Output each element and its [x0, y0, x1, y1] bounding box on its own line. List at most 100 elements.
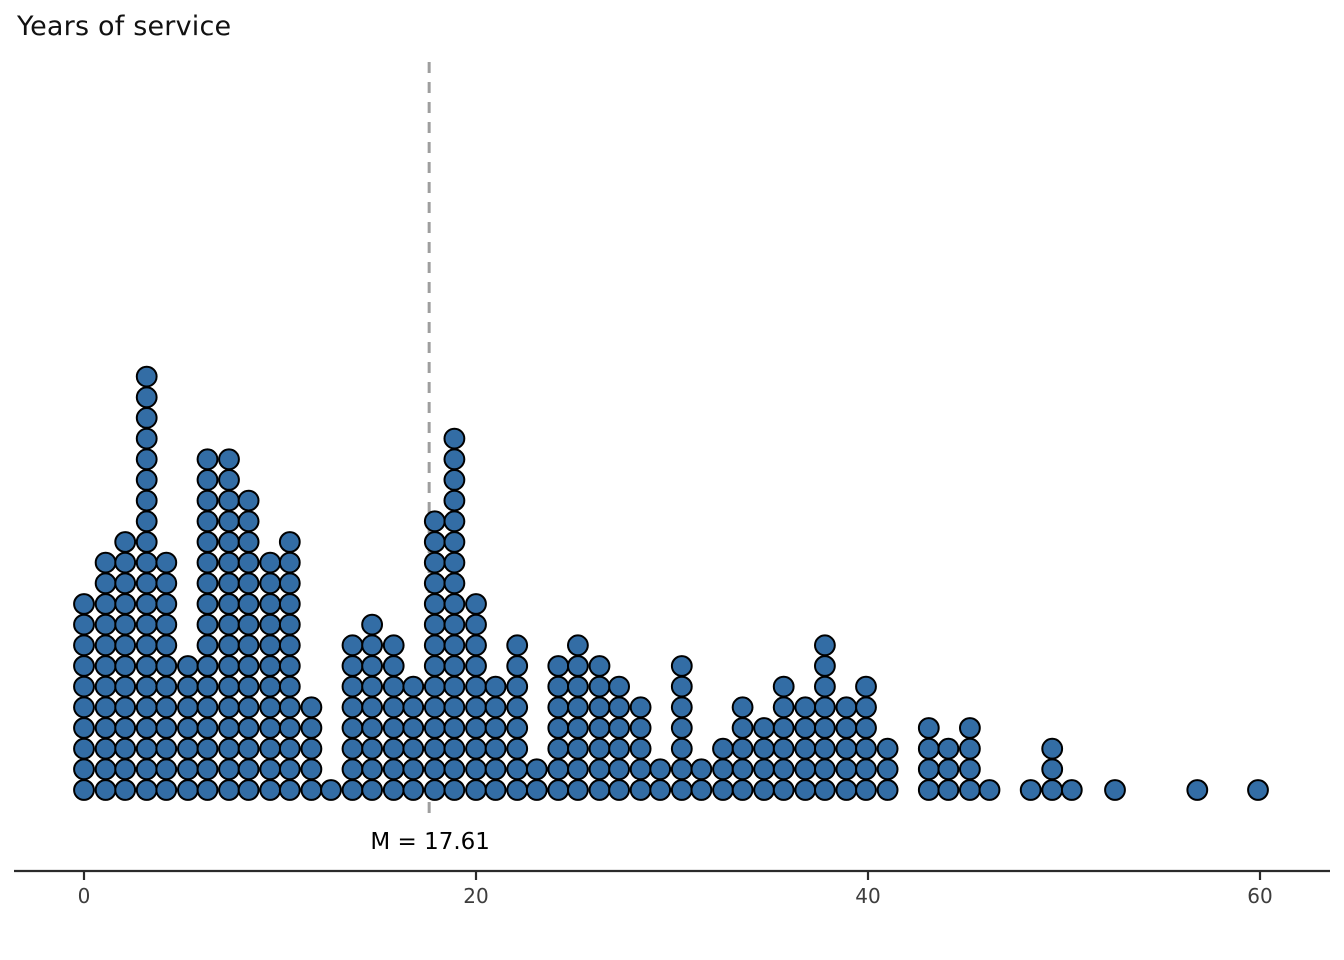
data-dot [588, 779, 611, 801]
data-dot [443, 572, 466, 595]
data-dot [300, 737, 323, 760]
data-dot [690, 779, 713, 801]
data-dot [94, 779, 117, 801]
data-dot [135, 531, 158, 553]
data-dot [959, 737, 981, 760]
data-dot [259, 696, 282, 719]
data-dot [341, 634, 364, 657]
data-dot [402, 696, 425, 719]
data-dot [525, 779, 548, 801]
data-dot [712, 758, 734, 781]
data-dot [731, 696, 754, 719]
data-dot [155, 551, 178, 574]
data-dot [155, 696, 178, 719]
data-dot [443, 510, 466, 533]
data-dot [196, 551, 219, 574]
data-dot [259, 758, 282, 781]
data-dot [237, 551, 260, 574]
data-dot [237, 613, 260, 636]
data-dot [794, 737, 817, 760]
data-dot [649, 758, 672, 781]
data-dot [567, 717, 589, 739]
data-dot [588, 737, 611, 760]
data-dot [567, 634, 589, 657]
data-dot [278, 717, 301, 739]
data-dot [135, 655, 158, 677]
data-dot [114, 717, 137, 739]
data-dot [443, 593, 466, 615]
data-dot [259, 779, 282, 801]
data-dot [465, 758, 487, 781]
data-dot [465, 634, 487, 657]
data-dot [547, 779, 570, 801]
data-dot [959, 779, 981, 801]
data-dot [402, 675, 425, 698]
data-dot [361, 655, 384, 677]
data-dot [196, 448, 219, 471]
data-dot [300, 779, 323, 801]
data-dot [423, 717, 446, 739]
data-dot [94, 675, 117, 698]
data-dot [465, 737, 487, 760]
data-dot [361, 779, 384, 801]
data-dot [341, 675, 364, 698]
data-dot [443, 613, 466, 636]
data-dot [135, 469, 158, 491]
data-dot [237, 696, 260, 719]
data-dot [937, 758, 960, 781]
data-dot [114, 758, 137, 781]
chart-title: Years of service [17, 11, 232, 42]
data-dot [567, 675, 589, 698]
data-dot [278, 551, 301, 574]
data-dot [114, 696, 137, 719]
data-dot [443, 448, 466, 471]
data-dot [814, 737, 836, 760]
data-dot [443, 531, 466, 553]
x-axis-tick-label: 40 [855, 884, 880, 908]
data-dot [237, 717, 260, 739]
data-dot [423, 593, 446, 615]
data-dot [155, 675, 178, 698]
data-dot [361, 696, 384, 719]
data-dot [423, 551, 446, 574]
data-dot [649, 779, 672, 801]
data-dot [876, 779, 899, 801]
data-dot [94, 593, 117, 615]
data-dot [196, 779, 219, 801]
data-dot [484, 675, 507, 698]
data-dot [402, 779, 425, 801]
data-dot [73, 717, 95, 739]
data-dot [218, 489, 240, 512]
data-dot [259, 613, 282, 636]
data-dot [753, 717, 775, 739]
data-dot [114, 675, 137, 698]
data-dot [423, 779, 446, 801]
data-dot [114, 634, 137, 657]
data-dot [772, 717, 795, 739]
data-dot [237, 572, 260, 595]
data-dot [155, 779, 178, 801]
data-dot [218, 510, 240, 533]
data-dot [608, 737, 630, 760]
data-dot [155, 717, 178, 739]
data-dot [135, 634, 158, 657]
data-dot [465, 696, 487, 719]
data-dot [423, 613, 446, 636]
data-dot [300, 717, 323, 739]
data-dot [876, 737, 899, 760]
data-dot [772, 696, 795, 719]
data-dot [361, 717, 384, 739]
data-dot [959, 758, 981, 781]
data-dot [465, 717, 487, 739]
data-dot [155, 572, 178, 595]
data-dot [588, 758, 611, 781]
data-dot [917, 717, 940, 739]
data-dot [361, 758, 384, 781]
data-dot [196, 758, 219, 781]
data-dot [525, 758, 548, 781]
data-dot [443, 469, 466, 491]
data-dot [670, 717, 693, 739]
data-dot [196, 593, 219, 615]
data-dot [177, 717, 199, 739]
